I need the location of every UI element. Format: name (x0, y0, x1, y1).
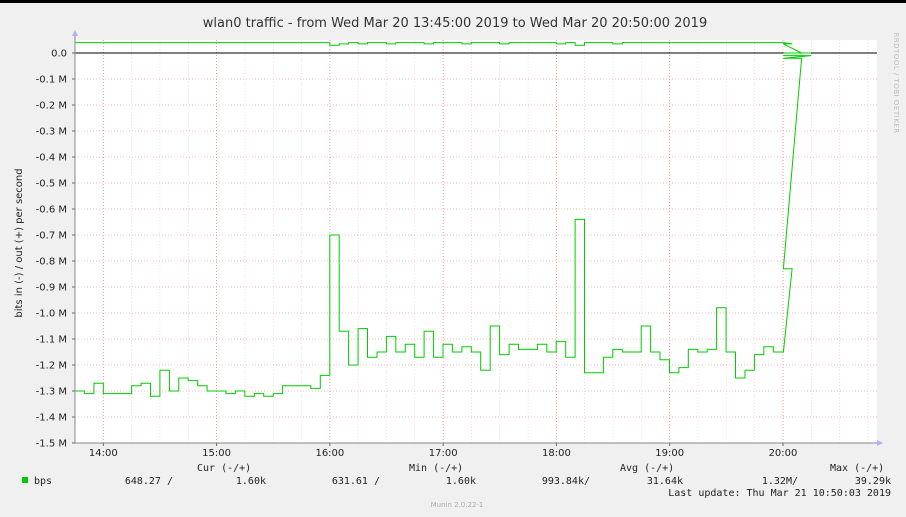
legend-header-cur: Cur (-/+) (197, 463, 251, 474)
legend-series-name: bps (34, 476, 52, 487)
x-tick-label: 20:00 (769, 448, 798, 459)
y-axis-arrow (72, 30, 78, 36)
y-tick-label: -1.0 M (36, 309, 67, 320)
window-top-border (0, 0, 906, 3)
y-tick-label: 0.0 (51, 49, 67, 60)
legend-header-avg: Avg (-/+) (620, 463, 674, 474)
legend-cur-in: 648.27 / (125, 476, 173, 487)
y-tick-label: -0.7 M (36, 231, 67, 242)
x-tick-labels: 14:00 15:00 16:00 17:00 18:00 19:00 20:00 (89, 448, 797, 459)
munin-version: Munin 2.0.22-1 (431, 501, 484, 509)
legend-cur-out: 1.60k (236, 476, 266, 487)
x-tick-label: 14:00 (89, 448, 118, 459)
plot-area (75, 40, 877, 443)
y-tick-label: -1.4 M (36, 413, 67, 424)
x-tick-label: 17:00 (429, 448, 458, 459)
legend-max-out: 39.29k (855, 476, 891, 487)
legend-header-max: Max (-/+) (830, 463, 884, 474)
legend-min-out: 1.60k (446, 476, 476, 487)
series-line-in (75, 55, 812, 397)
x-tick-label: 19:00 (655, 448, 684, 459)
last-update: Last update: Thu Mar 21 10:50:03 2019 (668, 488, 891, 499)
series-line-out (75, 42, 811, 54)
x-axis-arrow (877, 440, 883, 446)
legend-swatch (22, 477, 28, 483)
legend-min-in: 631.61 / (332, 476, 380, 487)
y-tick-label: -0.1 M (36, 75, 67, 86)
y-tick-label: -1.3 M (36, 387, 67, 398)
y-tick-label: -1.2 M (36, 361, 67, 372)
rrdtool-credit: RRDTOOL / TOBI OETIKER (892, 32, 900, 133)
y-tick-label: -1.1 M (36, 335, 67, 346)
y-tick-label: -0.4 M (36, 153, 67, 164)
legend-avg-in: 993.84k/ (542, 476, 590, 487)
axes (72, 30, 883, 446)
y-tick-label: -0.9 M (36, 283, 67, 294)
y-tick-label: -1.5 M (36, 439, 67, 450)
y-tick-label: -0.3 M (36, 127, 67, 138)
x-tick-label: 16:00 (315, 448, 344, 459)
x-tick-label: 18:00 (542, 448, 571, 459)
y-tick-label: -0.6 M (36, 205, 67, 216)
y-axis-label: bits in (-) / out (+) per second (14, 168, 25, 317)
legend-avg-out: 31.64k (647, 476, 683, 487)
legend-header-min: Min (-/+) (409, 463, 463, 474)
legend-max-in: 1.32M/ (762, 476, 798, 487)
y-tick-label: -0.8 M (36, 257, 67, 268)
y-tick-labels: 0.0 -0.1 M -0.2 M -0.3 M -0.4 M -0.5 M -0.6 M -… (36, 49, 67, 450)
y-tick-label: -0.2 M (36, 101, 67, 112)
chart-title: wlan0 traffic - from Wed Mar 20 13:45:00… (203, 16, 707, 31)
series-layer (75, 42, 812, 397)
y-tick-label: -0.5 M (36, 179, 67, 190)
x-tick-label: 15:00 (202, 448, 231, 459)
